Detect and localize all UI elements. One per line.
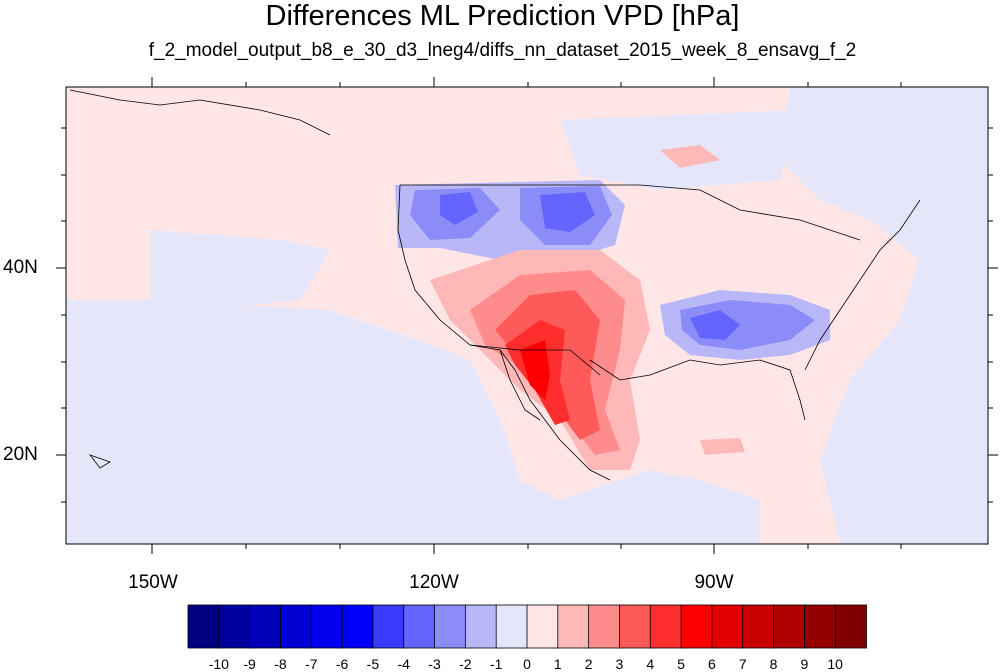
hawaii-outline: [88, 454, 111, 469]
gulf-coast-line: [589, 359, 806, 421]
colorbar-swatch: [619, 604, 652, 649]
colorbar-label: 2: [584, 656, 593, 672]
north-pacific-light-blue: [66, 87, 350, 220]
colorbar: [187, 604, 867, 649]
canada-border-line: [400, 184, 861, 241]
montana-negative-core: [540, 192, 595, 232]
colorbar-label: -5: [366, 656, 380, 672]
colorbar-label: -3: [428, 656, 441, 672]
colorbar-swatch: [280, 604, 313, 649]
colorbar-swatch: [742, 604, 775, 649]
map-title: Differences ML Prediction VPD [hPa]: [265, 0, 740, 32]
southeast-negative-core: [690, 310, 740, 340]
colorbar-swatch: [557, 604, 590, 649]
colorbar-swatch: [372, 604, 405, 649]
colorbar-label: 3: [615, 656, 624, 672]
colorbar-swatch: [341, 604, 374, 649]
axis-ticks: [56, 77, 998, 554]
colorbar-label: 6: [708, 656, 716, 672]
colorbar-label: -4: [397, 656, 410, 672]
colorbar-label: 7: [738, 656, 747, 672]
colorbar-swatch: [711, 604, 744, 649]
colorbar-swatch: [526, 604, 559, 649]
coastlines: [69, 89, 921, 481]
colorbar-label: -9: [243, 656, 256, 672]
sonora-positive-peak: [520, 340, 550, 400]
colorbar-label: 10: [827, 656, 843, 672]
field-layer: [66, 87, 988, 544]
colorbar-swatch: [310, 604, 343, 649]
gulf-positive-patch: [700, 438, 745, 455]
lon-label-120w: 120W: [409, 572, 459, 593]
lat-label-20n: 20N: [3, 444, 38, 465]
baja-line: [499, 349, 541, 421]
colorbar-swatch: [218, 604, 251, 649]
hudson-positive-patch: [660, 145, 720, 168]
colorbar-label: -2: [459, 656, 472, 672]
lat-label-40n: 40N: [3, 257, 38, 278]
colorbar-label: 0: [523, 656, 531, 672]
lon-label-150w: 150W: [128, 572, 178, 593]
map-subtitle: f_2_model_output_b8_e_30_d3_lneg4/diffs_…: [148, 40, 857, 61]
west-light-blue: [150, 230, 330, 310]
colorbar-label: 5: [677, 656, 685, 672]
colorbar-label: -7: [305, 656, 318, 672]
colorbar-swatch: [588, 604, 621, 649]
east-coast-line: [804, 199, 921, 371]
colorbar-label: 4: [646, 656, 655, 672]
colorbar-swatch: [495, 604, 528, 649]
colorbar-label: -1: [489, 656, 503, 672]
idaho-negative-core: [440, 192, 478, 225]
colorbar-label: -8: [274, 656, 287, 672]
west-coast-line: [397, 184, 611, 481]
colorbar-swatch: [773, 604, 806, 649]
colorbar-label: 9: [800, 656, 809, 672]
colorbar-label: -10: [208, 656, 229, 672]
colorbar-label: 8: [769, 656, 778, 672]
colorbar-swatch: [464, 604, 498, 649]
colorbar-label: -6: [335, 656, 349, 672]
colorbar-swatch: [187, 604, 220, 649]
mexico-border-line: [469, 344, 601, 376]
eastern-pacific-light-blue: [66, 300, 760, 544]
colorbar-swatch: [249, 604, 282, 649]
colorbar-label: 1: [553, 656, 562, 672]
colorbar-swatch: [649, 604, 682, 649]
colorbar-swatch: [403, 604, 436, 649]
lon-label-90w: 90W: [694, 572, 734, 593]
colorbar-swatch: [803, 604, 837, 649]
colorbar-swatch: [834, 604, 867, 649]
atlantic-light-blue: [780, 87, 988, 544]
alaska-coast-line: [69, 89, 331, 136]
colorbar-swatch: [680, 604, 713, 649]
colorbar-swatch: [434, 604, 467, 649]
